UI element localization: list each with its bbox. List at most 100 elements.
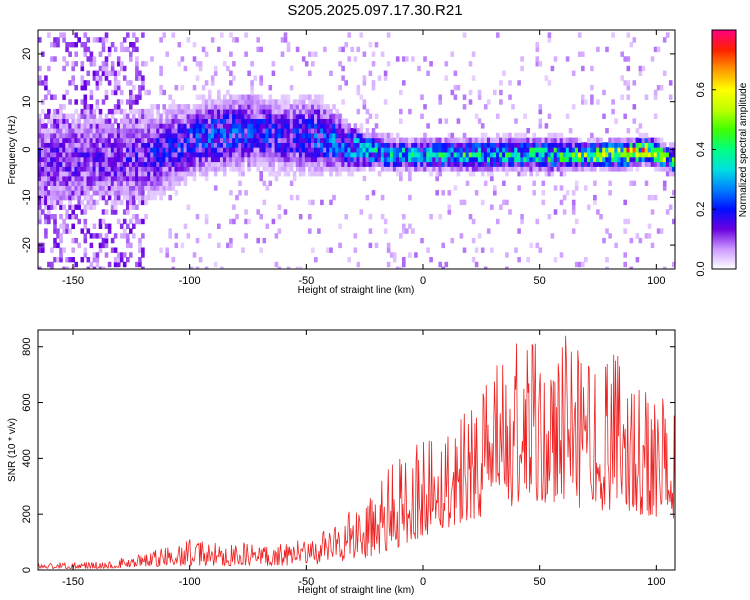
spectrogram-cell	[553, 166, 558, 172]
spectrogram-cell	[110, 180, 115, 186]
spectrogram-cell	[220, 108, 224, 115]
spectrogram-cell	[107, 261, 112, 268]
spectrogram-cell	[89, 261, 94, 268]
spectrogram-cell	[47, 128, 51, 134]
spectrogram-cell	[502, 137, 506, 143]
spectrogram-cell	[159, 65, 163, 72]
spectrogram-cell	[62, 104, 66, 110]
spectrogram-cell	[311, 123, 315, 129]
spectrogram-cell	[344, 137, 348, 143]
spectrogram-cell	[138, 261, 142, 268]
spectrogram-cell	[295, 166, 300, 172]
spectrogram-cell	[65, 214, 69, 220]
spectrogram-cell	[223, 108, 227, 115]
spectrogram-cell	[277, 151, 282, 158]
spectrogram-cell	[129, 228, 133, 234]
spectrogram-cell	[77, 118, 81, 124]
spectrogram-cell	[135, 132, 139, 139]
spectrogram-cell	[159, 137, 163, 143]
spectrogram-cell	[480, 171, 485, 177]
spectrogram-cell	[280, 142, 285, 148]
spectrogram-cell	[71, 204, 75, 210]
spectrogram-cell	[395, 147, 400, 153]
spectrogram-cell	[89, 89, 94, 96]
spectrogram-cell	[77, 180, 81, 186]
spectrogram-cell	[232, 166, 236, 172]
spectrogram-cell	[207, 94, 212, 100]
spectrogram-cell	[295, 108, 300, 115]
spectrogram-cell	[259, 128, 263, 134]
spectrogram-cell	[259, 94, 263, 100]
spectrogram-cell	[581, 161, 585, 167]
spectrogram-cell	[147, 175, 151, 182]
spectrogram-cell	[490, 166, 494, 172]
spectrogram-cell	[517, 166, 521, 172]
spectrogram-cell	[402, 137, 406, 143]
spectrogram-cell	[480, 199, 485, 206]
spectrogram-cell	[80, 108, 85, 115]
spectrogram-cell	[571, 142, 576, 148]
spectrogram-cell	[653, 137, 658, 143]
spectrogram-cell	[122, 171, 127, 177]
spectrogram-cell	[304, 147, 309, 153]
spectrogram-cell	[80, 171, 85, 177]
spectrogram-cell	[308, 113, 312, 119]
spectrogram-cell	[632, 118, 637, 124]
spectrogram-cell	[132, 99, 136, 105]
spectrogram-cell	[277, 99, 282, 105]
spectrogram-cell	[74, 156, 78, 163]
spectrogram-cell	[83, 113, 88, 119]
spectrogram-cell	[38, 180, 42, 186]
spectrogram-cell	[538, 142, 543, 148]
spectrogram-cell	[338, 171, 342, 177]
spectrogram-cell	[156, 175, 160, 182]
spectrogram-cell	[675, 224, 679, 229]
spectrogram-cell	[217, 94, 221, 100]
spectrogram-cell	[335, 147, 339, 153]
spectrogram-cell	[126, 257, 130, 263]
spectrogram-cell	[605, 147, 609, 153]
spectrogram-cell	[204, 147, 209, 153]
spectrogram-cell	[502, 132, 506, 139]
spectrogram-cell	[150, 161, 154, 167]
spectrogram-cell	[432, 147, 436, 153]
spectrogram-cell	[571, 228, 576, 234]
spectrogram-cell	[50, 171, 54, 177]
spectrogram-cell	[95, 175, 100, 182]
spectrogram-cell	[250, 128, 254, 134]
spectrogram-cell	[323, 123, 327, 129]
spectrogram-cell	[253, 147, 257, 153]
spectrogram-cell	[247, 118, 251, 124]
spectrogram-cell	[581, 51, 585, 57]
spectrogram-cell	[80, 128, 85, 134]
spectrogram-cell	[253, 156, 257, 163]
spectrogram-cell	[238, 147, 242, 153]
spectrogram-cell	[156, 171, 160, 177]
spectrogram-cell	[320, 118, 324, 124]
spectrogram-cell	[368, 147, 373, 153]
spectrogram-cell	[329, 156, 333, 163]
spectrogram-cell	[265, 185, 270, 191]
spectrogram-cell	[110, 166, 115, 172]
spectrogram-cell	[438, 166, 442, 172]
spectrogram-cell	[295, 123, 300, 129]
spectrogram-cell	[168, 118, 172, 124]
spectrogram-cell	[656, 161, 661, 167]
spectrogram-cell	[389, 166, 394, 172]
spectrogram-cell	[135, 190, 139, 196]
spectrogram-cell	[59, 161, 63, 167]
spectrogram-cell	[584, 185, 588, 191]
spectrogram-cell	[107, 147, 112, 153]
spectrogram-cell	[83, 147, 88, 153]
spectrogram-cell	[347, 257, 351, 263]
spectrogram-cell	[338, 147, 342, 153]
spectrogram-cell	[147, 108, 151, 115]
spectrogram-cell	[144, 128, 148, 134]
spectrogram-cell	[156, 142, 160, 148]
spectrogram-cell	[132, 223, 136, 229]
spectrogram-cell	[86, 104, 91, 110]
spectrogram-cell	[198, 156, 203, 163]
spectrogram-cell	[47, 218, 51, 225]
spectrogram-cell	[53, 56, 57, 62]
spectrogram-cell	[77, 218, 81, 225]
